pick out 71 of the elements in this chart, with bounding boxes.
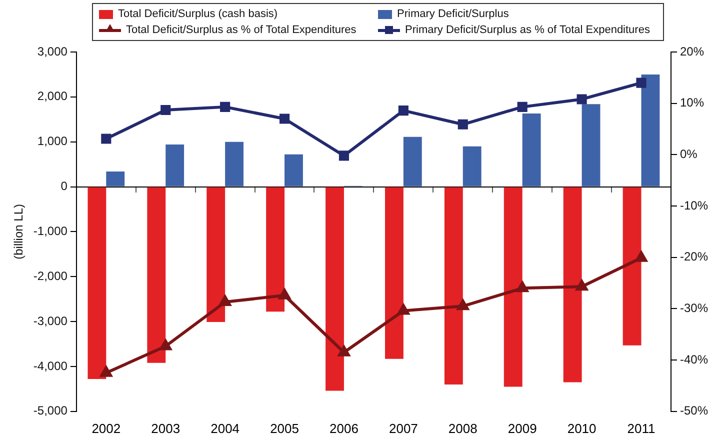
point bbox=[517, 102, 528, 112]
y-axis-title: (billion LL) bbox=[12, 204, 26, 260]
x-tick-label: 2010 bbox=[567, 420, 596, 436]
point bbox=[279, 114, 290, 124]
bar bbox=[403, 136, 422, 186]
bar bbox=[504, 187, 522, 387]
x-tick-label: 2004 bbox=[210, 420, 240, 436]
point bbox=[398, 105, 408, 116]
x-tick-label: 2007 bbox=[388, 420, 418, 436]
x-tick-label: 2005 bbox=[270, 420, 299, 436]
y-tick-label: -5,000 bbox=[33, 404, 68, 418]
bar bbox=[266, 187, 285, 312]
point bbox=[635, 251, 648, 262]
x-tick-label: 2009 bbox=[508, 420, 537, 436]
bar bbox=[582, 104, 600, 186]
legend-label: Total Deficit/Surplus (cash basis) bbox=[118, 8, 278, 20]
bar bbox=[88, 187, 106, 380]
y2-tick-label: 20% bbox=[680, 44, 704, 58]
x-tick-label: 2011 bbox=[627, 420, 656, 436]
y2-tick-label: -40% bbox=[680, 352, 708, 366]
bar bbox=[522, 114, 541, 186]
point bbox=[457, 300, 469, 310]
y-tick-label: 0 bbox=[60, 179, 68, 194]
y-tick-label: -3,000 bbox=[33, 314, 68, 328]
bar bbox=[106, 172, 125, 186]
y-tick-label: 3,000 bbox=[37, 44, 68, 58]
point bbox=[101, 134, 112, 144]
point bbox=[160, 104, 171, 116]
point bbox=[219, 296, 231, 306]
y-tick-label: 1,000 bbox=[37, 134, 68, 148]
point bbox=[100, 366, 112, 377]
legend-label: Primary Deficit/Surplus as % of Total Expenditures bbox=[405, 24, 650, 36]
bar bbox=[462, 146, 482, 186]
y-tick-label: -4,000 bbox=[33, 358, 68, 373]
x-tick-label: 2008 bbox=[448, 420, 478, 436]
point bbox=[576, 94, 587, 104]
bar bbox=[206, 187, 226, 322]
y-tick-label: -1,000 bbox=[33, 224, 68, 238]
legend-label: Total Deficit/Surplus as % of Total Expenditures bbox=[126, 24, 356, 36]
y2-tick-label: -10% bbox=[680, 198, 708, 212]
y-tick-label: 2,000 bbox=[37, 89, 68, 104]
y2-tick-label: 0% bbox=[680, 147, 698, 161]
bar bbox=[147, 187, 166, 363]
y2-tick-label: -20% bbox=[680, 250, 708, 264]
x-tick-label: 2002 bbox=[92, 420, 121, 436]
bar bbox=[385, 187, 404, 359]
bar bbox=[641, 74, 660, 186]
point bbox=[576, 280, 588, 291]
bar bbox=[444, 187, 463, 384]
y-tick-label: -2,000 bbox=[33, 268, 68, 283]
y2-tick-label: -50% bbox=[680, 404, 708, 418]
legend-label: Primary Deficit/Surplus bbox=[397, 8, 509, 20]
y2-tick-label: -30% bbox=[680, 301, 708, 316]
point bbox=[338, 346, 350, 356]
bar bbox=[284, 154, 303, 186]
bar bbox=[225, 142, 244, 186]
point bbox=[338, 150, 350, 161]
bar bbox=[326, 187, 344, 391]
y2-tick-label: 10% bbox=[680, 96, 704, 110]
point bbox=[278, 288, 290, 300]
point bbox=[516, 282, 528, 292]
bar bbox=[622, 187, 642, 346]
point bbox=[398, 304, 410, 315]
x-tick-label: 2003 bbox=[151, 420, 180, 436]
x-tick-label: 2006 bbox=[330, 420, 358, 436]
point bbox=[636, 78, 646, 88]
point bbox=[220, 102, 230, 112]
bar bbox=[563, 187, 582, 382]
point bbox=[458, 119, 468, 130]
point bbox=[160, 340, 172, 350]
bar bbox=[166, 144, 184, 186]
